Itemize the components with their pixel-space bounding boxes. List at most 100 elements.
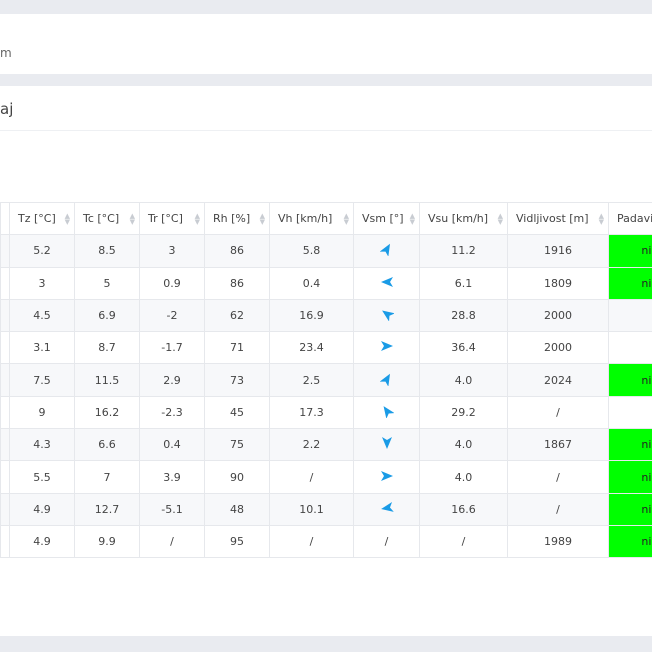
header-label: Tr [°C] (148, 212, 183, 226)
wind-arrow (380, 501, 394, 512)
cell: 2.5 (269, 363, 354, 397)
cell: 4.9 (9, 524, 75, 559)
wind-cell (353, 363, 420, 397)
cell: 1809 (507, 266, 609, 300)
header-cell[interactable]: Vh [km/h] ▲ ▼ (269, 201, 354, 236)
cell: 1916 (507, 234, 609, 268)
cell: 86 (204, 234, 270, 268)
cell: 2000 (507, 298, 609, 333)
cell: -2 (139, 298, 205, 333)
divider (0, 130, 652, 131)
header-cell[interactable]: Tc [°C] ▲ ▼ (74, 201, 140, 236)
cell: 3 (9, 266, 75, 300)
cell (0, 234, 10, 268)
header-label: Vh [km/h] (278, 212, 333, 226)
cell: ni pad (608, 428, 652, 462)
sort-icon: ▲ ▼ (259, 212, 265, 226)
sort-icon: ▲ ▼ (343, 212, 349, 226)
cell: ni pad (608, 524, 652, 559)
header-title: m (0, 46, 12, 60)
cell: 1867 (507, 428, 609, 462)
header-cell[interactable]: Rh [%] ▲ ▼ (204, 201, 270, 236)
cell: 3 (139, 234, 205, 268)
cell: / (139, 524, 205, 559)
cell: 4.3 (9, 428, 75, 462)
header-cell (0, 201, 10, 236)
cell: 36.4 (419, 331, 508, 365)
cell: ni pad (608, 492, 652, 526)
header-label: Vidljivost [m] (516, 212, 589, 226)
cell: 23.4 (269, 331, 354, 365)
wind-cell (353, 428, 420, 462)
cell: ni pad (608, 266, 652, 300)
wind-arrow (381, 437, 392, 450)
cell: 3.9 (139, 460, 205, 494)
cell (0, 266, 10, 300)
header-label: Vsu [km/h] (428, 212, 489, 226)
cell: 4.0 (419, 460, 508, 494)
cell: 0.4 (269, 266, 354, 300)
cell: 5.8 (269, 234, 354, 268)
cell: 95 (204, 524, 270, 559)
wind-cell (353, 331, 420, 365)
cell: / (608, 395, 652, 430)
cell (0, 331, 10, 365)
cell: -5.1 (139, 492, 205, 526)
cell (0, 492, 10, 526)
cell: 8.7 (74, 331, 140, 365)
cell: 71 (204, 331, 270, 365)
cell: 6.6 (74, 428, 140, 462)
cell: / (507, 460, 609, 494)
table-row: 5.573.990/4.0/ni pad (0, 460, 652, 494)
cell: 2000 (507, 331, 609, 365)
header-cell[interactable]: Vidljivost [m] ▲ ▼ (507, 201, 609, 236)
cell: 73 (204, 363, 270, 397)
sort-icon: ▲ ▼ (64, 212, 70, 226)
cell: 45 (204, 395, 270, 430)
header-label: Tz [°C] (18, 212, 56, 226)
cell: 28.8 (419, 298, 508, 333)
wind-cell (353, 266, 420, 300)
cell: / (507, 395, 609, 430)
cell: 2.2 (269, 428, 354, 462)
cell: 12.7 (74, 492, 140, 526)
cell: ni pad (608, 460, 652, 494)
cell: 86 (204, 266, 270, 300)
header-cell[interactable]: Vsu [km/h] ▲ ▼ (419, 201, 508, 236)
header-cell[interactable]: Tz [°C] ▲ ▼ (9, 201, 75, 236)
cell: 7 (74, 460, 140, 494)
sort-icon: ▲ ▼ (497, 212, 503, 226)
header-panel: m (0, 14, 652, 74)
cell (0, 460, 10, 494)
sort-icon: ▲ ▼ (409, 212, 415, 226)
cell: 6.1 (419, 266, 508, 300)
cell: 29.2 (419, 395, 508, 430)
cell (0, 395, 10, 430)
cell: 5 (74, 266, 140, 300)
wind-arrow (379, 244, 390, 258)
header-cell[interactable]: Tr [°C] ▲ ▼ (139, 201, 205, 236)
cell: 11.5 (74, 363, 140, 397)
cell: -2.3 (139, 395, 205, 430)
header-cell[interactable]: Padavin▲▼ (608, 201, 652, 236)
cell: / (269, 524, 354, 559)
cell: 5.2 (9, 234, 75, 268)
cell: 10.1 (269, 492, 354, 526)
cell: / (353, 524, 420, 559)
cell: / (608, 298, 652, 333)
sort-icon: ▲ ▼ (194, 212, 200, 226)
cell: 9 (9, 395, 75, 430)
header-cell[interactable]: Vsm [°] ▲ ▼ (353, 201, 420, 236)
cell: / (507, 492, 609, 526)
cell: 8.5 (74, 234, 140, 268)
cell: 0.9 (139, 266, 205, 300)
sort-icon: ▲ ▼ (129, 212, 135, 226)
cell: ni pad (608, 363, 652, 397)
